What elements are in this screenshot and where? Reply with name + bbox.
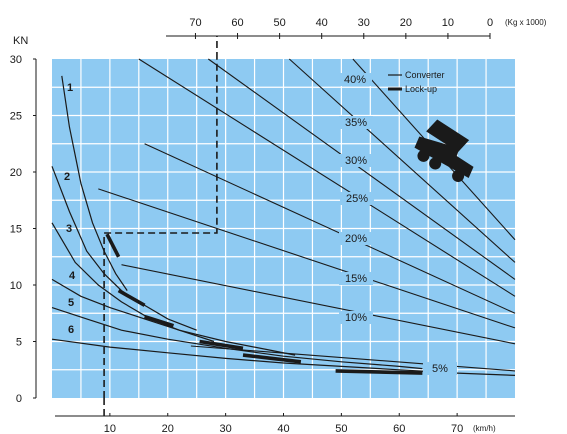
labels: 1 2 3 4 5 6 40% 35% 30% 25% 20% 15% 10% 5% — [64, 73, 457, 375]
lockup-segment-gear-1 — [105, 233, 121, 258]
gear-label: 3 — [66, 223, 72, 235]
lockup-segment-gear-2 — [117, 289, 146, 307]
y-tick-label: 0 — [16, 393, 22, 405]
grade-line-5pct — [190, 345, 516, 372]
y-axis-label: KN — [13, 35, 28, 47]
top-tick-label: 0 — [487, 17, 493, 29]
grid — [52, 59, 515, 398]
grade-label-backdrop — [339, 116, 373, 129]
x-tick-label: 40 — [277, 423, 289, 434]
grade-line-25pct — [138, 58, 516, 297]
top-tick-label: 20 — [400, 17, 412, 29]
legend-converter-label: Converter — [405, 70, 445, 80]
grade-label-backdrop — [423, 362, 457, 375]
grade-label: 10% — [345, 312, 367, 324]
x-tick-label: 20 — [162, 423, 174, 434]
grade-label: 20% — [345, 233, 367, 245]
grade-line-30pct — [207, 58, 516, 280]
grade-label-backdrop — [339, 154, 373, 167]
grade-label-backdrop — [339, 272, 373, 285]
grade-label: 25% — [346, 193, 368, 205]
grade-label-backdrop — [340, 192, 374, 205]
y-tick-label: 5 — [16, 337, 22, 349]
y-tick-label: 15 — [10, 224, 22, 236]
grade-line-35pct — [288, 58, 516, 263]
top-tick-label: 10 — [442, 17, 454, 29]
x-tick-label: 30 — [220, 423, 232, 434]
y-tick-label: 25 — [10, 111, 22, 123]
x-tick-label: 60 — [393, 423, 405, 434]
x-tick-label: 50 — [335, 423, 347, 434]
gear-label: 6 — [68, 324, 74, 336]
y-tick-label: 20 — [10, 167, 22, 179]
gear-label: 1 — [67, 82, 73, 94]
top-tick-label: 70 — [189, 17, 201, 29]
x-tick-label: 10 — [104, 423, 116, 434]
example-path-dashed — [103, 59, 218, 398]
gear-label: 2 — [64, 171, 70, 183]
top-tick-label: 40 — [316, 17, 328, 29]
gear-label: 4 — [69, 270, 76, 282]
lockup-segment-gear-4 — [199, 339, 244, 351]
dump-truck-icon — [414, 119, 474, 182]
rimpull-curve-gear-1 — [61, 75, 128, 291]
grade-label-backdrop — [339, 232, 373, 245]
rimpull-curve-gear-5 — [51, 307, 423, 370]
grade-label: 35% — [345, 117, 367, 129]
top-tick-label: 50 — [273, 17, 285, 29]
grade-line-15pct — [98, 188, 516, 329]
top-axis-unit: (Kg x 1000) — [505, 18, 547, 27]
grade-line-20pct — [144, 143, 516, 314]
grade-label: 15% — [345, 273, 367, 285]
lockup-segments — [105, 233, 423, 375]
grade-label-backdrop — [339, 311, 373, 324]
y-tick-label: 10 — [10, 280, 22, 292]
lockup-segment-gear-5 — [242, 353, 302, 364]
grade-label: 40% — [344, 74, 366, 86]
grade-label-backdrop — [338, 73, 372, 86]
legend-lockup-label: Lock-up — [405, 84, 437, 94]
grade-label: 5% — [432, 363, 448, 375]
grade-label: 30% — [345, 155, 367, 167]
example-path — [103, 36, 218, 416]
lockup-segment-gear-3 — [144, 314, 175, 328]
legend: Converter Lock-up — [388, 70, 445, 94]
top-tick-label: 30 — [358, 17, 370, 29]
rimpull-curve-gear-2 — [51, 166, 197, 331]
x-tick-label: 70 — [451, 423, 463, 434]
rimpull-curve-gear-4 — [51, 278, 296, 356]
lockup-segment-gear-6 — [335, 369, 423, 375]
gear-label: 5 — [68, 297, 74, 309]
y-tick-label: 30 — [10, 54, 22, 66]
top-tick-label: 60 — [231, 17, 243, 29]
x-axis-unit: (km/h) — [473, 424, 496, 433]
grade-line-10pct — [121, 264, 516, 345]
